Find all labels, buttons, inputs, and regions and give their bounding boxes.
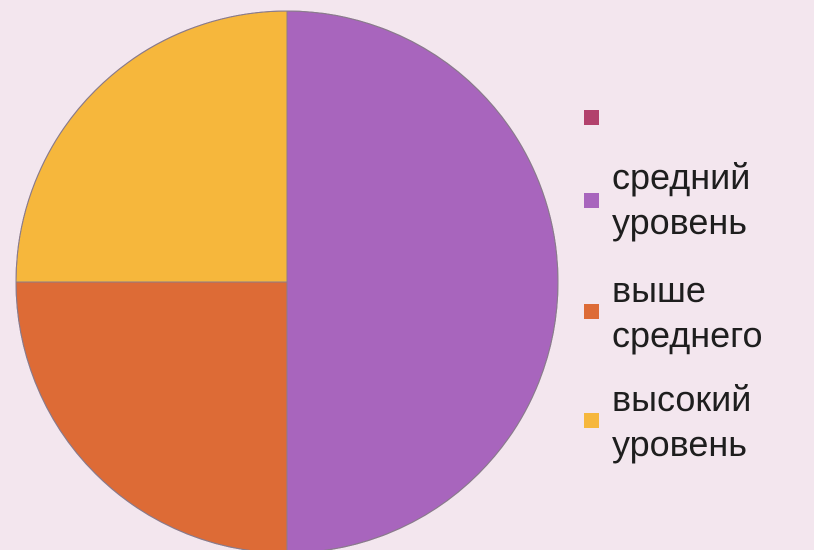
legend-entry-1: средний уровень — [584, 154, 812, 266]
legend-entry-3: высокий уровень — [584, 376, 812, 488]
legend-label-2: выше среднего — [612, 269, 763, 355]
pie-slice-3 — [15, 10, 288, 283]
pie-slice-1 — [286, 10, 559, 550]
pie-outline — [15, 10, 559, 550]
legend-entry-0 — [584, 103, 812, 163]
legend-label-1: средний уровень — [612, 156, 751, 242]
legend-swatch-0 — [584, 110, 599, 125]
legend-entry-2: выше среднего — [584, 267, 812, 379]
legend-swatch-1 — [584, 193, 599, 208]
legend-swatch-3 — [584, 413, 599, 428]
legend-label-3: высокий уровень — [612, 378, 752, 464]
pie-slice-2 — [15, 281, 288, 550]
legend-swatch-2 — [584, 304, 599, 319]
